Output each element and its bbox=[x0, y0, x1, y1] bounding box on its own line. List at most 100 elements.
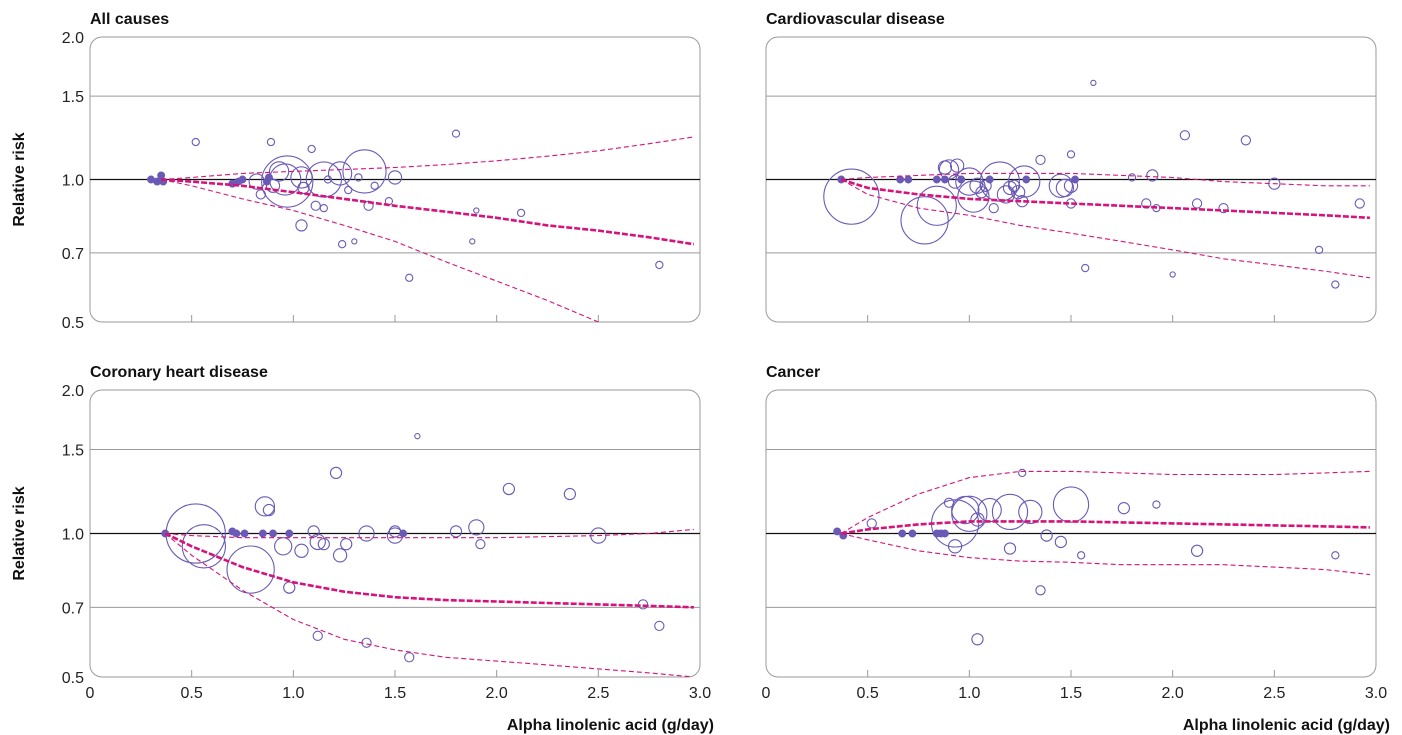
study-bubble bbox=[988, 202, 999, 214]
study-bubble bbox=[473, 207, 480, 214]
study-bubble bbox=[351, 238, 358, 245]
x-tick-label: 0.5 bbox=[857, 685, 879, 702]
x-axis-label: Alpha linolenic acid (g/day) bbox=[1183, 717, 1390, 734]
data-point-filled bbox=[232, 529, 241, 538]
data-point-filled bbox=[269, 529, 277, 538]
data-point-filled bbox=[833, 527, 842, 536]
chart-panel-3: 0.50.71.01.52.00 0.5 1.0 1.5 2.0 2.5 3.0Corona… bbox=[11, 364, 714, 734]
lower-ci-curve bbox=[841, 532, 1370, 576]
x-tick-label: 0.5 bbox=[181, 685, 203, 702]
study-bubble bbox=[1007, 179, 1021, 192]
study-bubble bbox=[290, 166, 313, 189]
y-axis-label: Relative risk bbox=[11, 486, 28, 580]
study-bubble bbox=[1018, 468, 1027, 478]
study-bubble bbox=[181, 524, 227, 569]
study-bubble bbox=[295, 219, 308, 232]
plot-area bbox=[823, 79, 1370, 289]
study-bubble bbox=[294, 543, 309, 558]
study-bubble bbox=[226, 545, 275, 594]
chart-panel-1: 0.5 0.7 1.0 1.5 2.0 All causes Relative risk bbox=[11, 11, 701, 332]
study-bubble bbox=[1035, 585, 1046, 596]
study-bubble bbox=[404, 652, 415, 663]
study-bubble bbox=[971, 633, 984, 646]
y-tick-label: 0.7 bbox=[62, 600, 84, 617]
study-bubble bbox=[475, 538, 486, 550]
panel-title: All causes bbox=[90, 11, 169, 28]
study-bubble bbox=[563, 487, 577, 501]
study-bubble bbox=[337, 240, 347, 249]
data-point-filled bbox=[898, 529, 907, 538]
study-bubble bbox=[310, 200, 321, 211]
x-tick-label: 0 bbox=[86, 685, 95, 702]
study-bubble bbox=[354, 173, 363, 182]
study-bubble bbox=[1010, 185, 1026, 200]
study-bubble bbox=[1354, 198, 1365, 209]
study-bubble bbox=[1240, 135, 1252, 146]
panel-title: Coronary heart disease bbox=[90, 364, 268, 381]
study-bubble bbox=[387, 170, 403, 185]
study-bubble bbox=[951, 495, 980, 525]
data-point-filled bbox=[240, 529, 249, 538]
study-bubble bbox=[268, 161, 290, 182]
study-bubble bbox=[1052, 486, 1090, 523]
chart-panel-2: Cardiovascular disease bbox=[765, 11, 1377, 323]
data-point-filled bbox=[940, 529, 949, 538]
study-bubble bbox=[655, 260, 664, 270]
study-bubble bbox=[358, 525, 375, 542]
study-bubble bbox=[469, 238, 476, 245]
estimate-curve bbox=[841, 520, 1370, 535]
data-point-filled bbox=[1022, 175, 1031, 184]
data-point-filled bbox=[904, 175, 913, 184]
study-bubble bbox=[307, 144, 316, 154]
study-bubble bbox=[916, 185, 957, 226]
study-bubble bbox=[414, 433, 421, 440]
study-bubble bbox=[943, 497, 955, 508]
y-tick-label: 2.0 bbox=[62, 30, 84, 47]
study-bubble bbox=[274, 537, 293, 556]
study-bubble bbox=[307, 525, 320, 538]
study-bubble bbox=[654, 620, 665, 632]
study-bubble bbox=[1127, 173, 1137, 182]
study-bubble bbox=[1218, 202, 1229, 214]
study-bubble bbox=[866, 518, 877, 529]
study-bubble bbox=[449, 525, 463, 538]
study-bubble bbox=[1035, 154, 1046, 166]
chart-panel-4: 0 0.5 1.0 1.5 2.0 2.5 3.0 Cancer Alpha linolenic… bbox=[762, 364, 1390, 734]
study-bubble bbox=[1190, 544, 1204, 557]
estimate-curve bbox=[840, 178, 1370, 220]
data-point-filled bbox=[258, 529, 267, 538]
study-bubble bbox=[191, 137, 200, 147]
y-tick-label: 1.5 bbox=[62, 89, 84, 106]
study-bubble bbox=[970, 512, 985, 527]
y-tick-label: 0.5 bbox=[62, 315, 84, 332]
study-bubble bbox=[947, 539, 963, 554]
study-bubble bbox=[900, 196, 949, 245]
data-point-filled bbox=[985, 175, 994, 184]
upper-ci-curve bbox=[161, 136, 694, 181]
study-bubble bbox=[317, 537, 330, 551]
study-bubble bbox=[996, 185, 1016, 204]
study-bubble bbox=[265, 178, 281, 193]
study-bubble bbox=[1040, 529, 1053, 542]
x-tick-label: 3.0 bbox=[1365, 685, 1387, 702]
study-bubble bbox=[262, 503, 276, 517]
study-bubble bbox=[261, 155, 314, 208]
study-bubble bbox=[823, 168, 880, 225]
data-point-filled bbox=[1071, 175, 1080, 184]
study-bubble bbox=[255, 189, 266, 200]
study-bubble bbox=[344, 185, 353, 195]
study-bubble bbox=[977, 497, 1002, 523]
lower-ci-curve bbox=[164, 533, 694, 677]
y-tick-label: 2.0 bbox=[62, 383, 84, 400]
study-bubble bbox=[1018, 499, 1043, 525]
study-bubble bbox=[937, 160, 953, 175]
study-bubble bbox=[254, 496, 276, 517]
lower-ci-curve bbox=[840, 179, 1370, 279]
study-bubble bbox=[319, 203, 328, 213]
data-point-filled bbox=[285, 529, 294, 538]
data-point-filled bbox=[264, 173, 273, 182]
panel-title: Cancer bbox=[766, 364, 820, 381]
study-bubble bbox=[1048, 173, 1073, 198]
plot-area bbox=[833, 468, 1370, 646]
